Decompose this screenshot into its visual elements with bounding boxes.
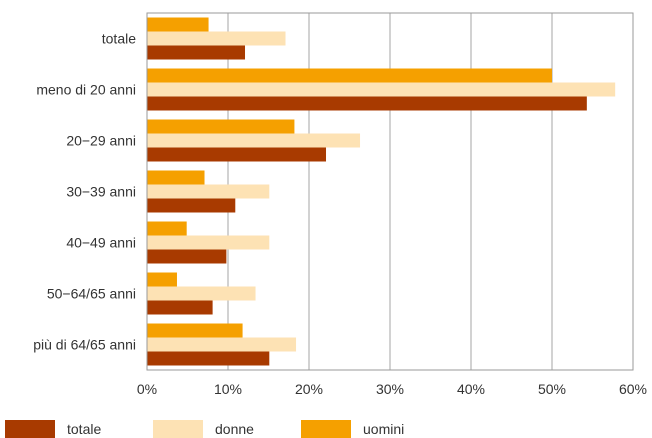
x-tick-label: 10% <box>214 381 242 397</box>
bar-donne <box>147 337 297 352</box>
x-tick-label: 60% <box>619 381 647 397</box>
bar-uomini <box>147 323 243 338</box>
category-label: 40−49 anni <box>66 235 136 251</box>
category-label: 20−29 anni <box>66 133 136 149</box>
legend: totale donne uomini <box>5 420 404 438</box>
bar-uomini <box>147 221 187 236</box>
bar-uomini <box>147 68 552 83</box>
category-label: totale <box>102 31 136 47</box>
category-label: meno di 20 anni <box>36 82 136 98</box>
bar-donne <box>147 184 270 199</box>
legend-label-donne: donne <box>215 421 254 437</box>
x-tick-label: 30% <box>376 381 404 397</box>
bar-uomini <box>147 17 209 32</box>
category-label: 50−64/65 anni <box>47 286 136 302</box>
legend-swatch-uomini <box>301 420 351 438</box>
bar-totale <box>147 45 246 60</box>
bar-totale <box>147 249 227 264</box>
bar-totale <box>147 351 270 366</box>
bar-totale <box>147 198 236 213</box>
bar-donne <box>147 235 270 250</box>
bar-totale <box>147 147 327 162</box>
bar-donne <box>147 286 256 301</box>
x-tick-labels: 0% 10% 20% 30% 40% 50% 60% <box>137 381 647 397</box>
x-tick-label: 20% <box>295 381 323 397</box>
bar-uomini <box>147 170 205 185</box>
category-labels: totale meno di 20 anni 20−29 anni 30−39 ann… <box>33 31 136 353</box>
plot-border <box>146 12 634 371</box>
bar-totale <box>147 300 213 315</box>
bar-donne <box>147 31 286 46</box>
category-label: più di 64/65 anni <box>33 337 136 353</box>
x-tick-label: 50% <box>538 381 566 397</box>
x-tick-label: 40% <box>457 381 485 397</box>
bar-donne <box>147 82 616 97</box>
legend-label-totale: totale <box>67 421 101 437</box>
legend-label-uomini: uomini <box>363 421 404 437</box>
category-label: 30−39 anni <box>66 184 136 200</box>
legend-swatch-donne <box>153 420 203 438</box>
legend-swatch-totale <box>5 420 55 438</box>
x-tick-label: 0% <box>137 381 157 397</box>
bar-uomini <box>147 272 177 287</box>
bar-uomini <box>147 119 295 134</box>
bar-totale <box>147 96 587 111</box>
bars <box>147 17 616 366</box>
bar-donne <box>147 133 361 148</box>
